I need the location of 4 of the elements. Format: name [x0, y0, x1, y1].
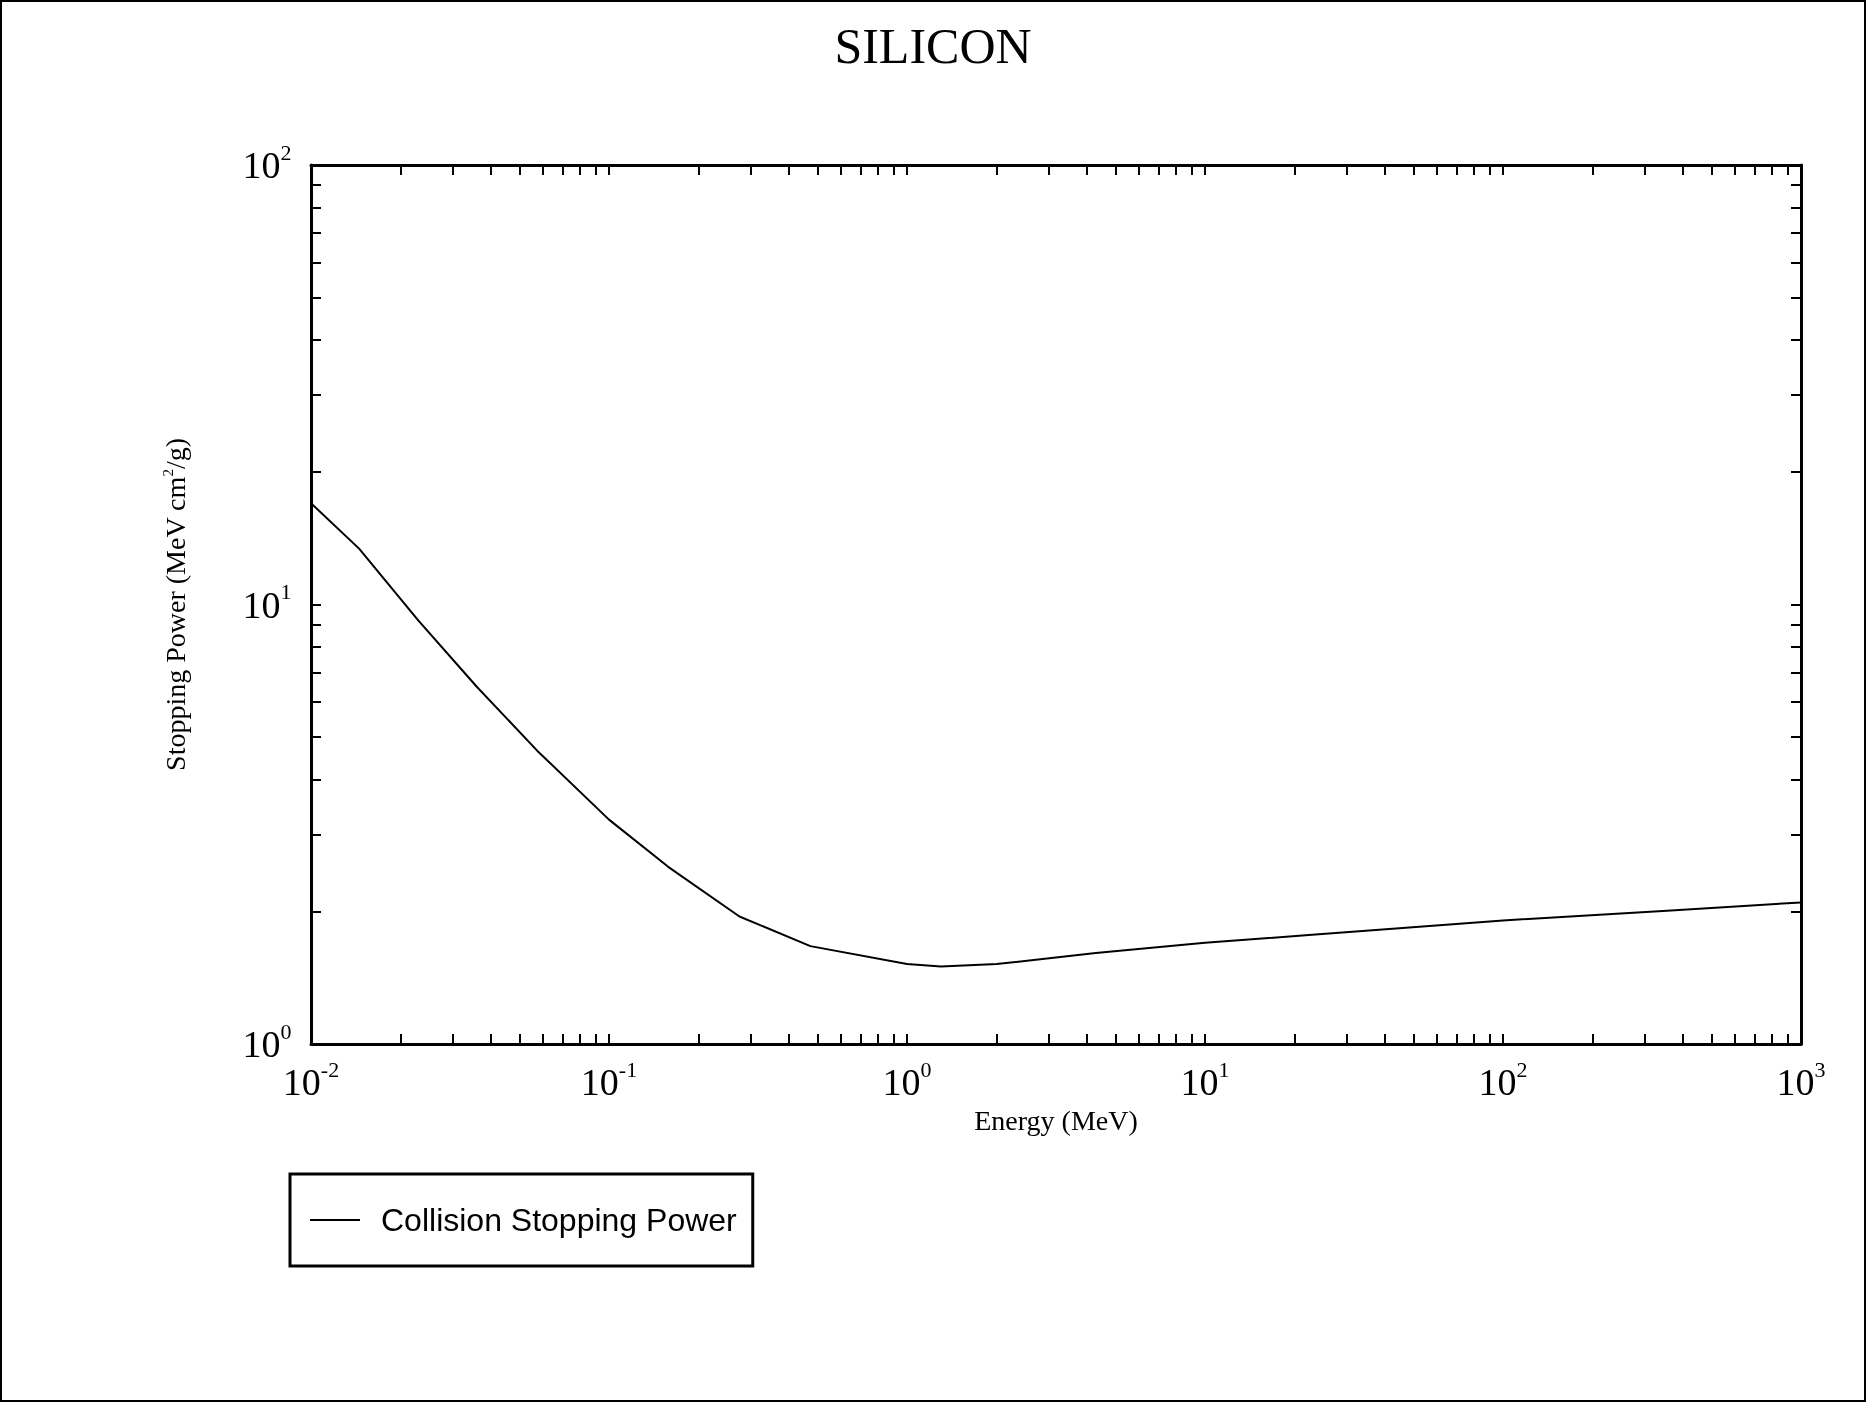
legend-label: Collision Stopping Power — [381, 1202, 738, 1238]
chart-title: SILICON — [834, 18, 1032, 74]
y-axis-title: Stopping Power (MeV cm2/g) — [159, 437, 191, 771]
x-axis-title: Energy (MeV) — [974, 1104, 1138, 1136]
